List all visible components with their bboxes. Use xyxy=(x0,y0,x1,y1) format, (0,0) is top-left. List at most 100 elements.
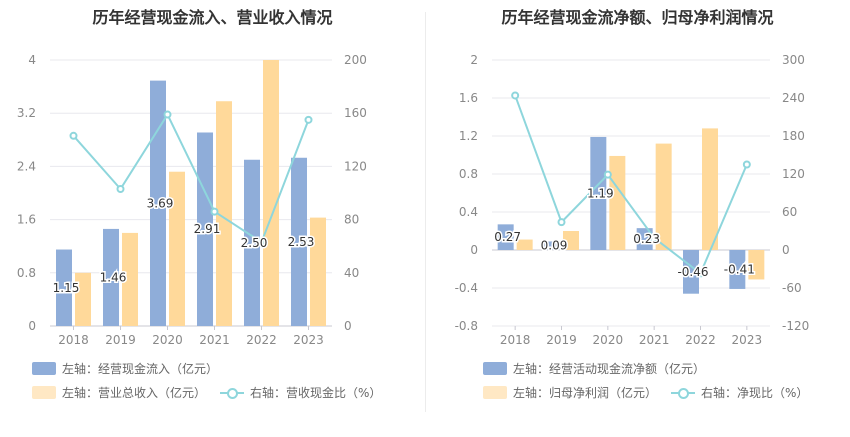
legend-label: 左轴：营业总收入（亿元） xyxy=(62,386,207,400)
x-tick-label: 2018 xyxy=(58,333,89,347)
y-tick-right: 300 xyxy=(782,53,805,67)
y-tick-left: -0.8 xyxy=(455,319,478,333)
chart-title: 历年经营现金流净额、归母净利润情况 xyxy=(501,8,774,27)
legend-item[interactable]: 左轴：归母净利润（亿元） xyxy=(483,384,657,401)
bar xyxy=(216,101,232,326)
series-line xyxy=(72,112,310,244)
bar-data-label: -0.41 xyxy=(724,262,755,276)
bar xyxy=(497,224,514,250)
bar xyxy=(75,272,91,326)
bar xyxy=(748,250,765,280)
bar xyxy=(150,80,166,327)
bar xyxy=(291,157,307,326)
bar xyxy=(544,241,560,250)
legend-item[interactable]: 左轴：经营活动现金流净额（亿元） xyxy=(483,360,705,377)
y-tick-left: -0.4 xyxy=(455,281,478,295)
y-tick-right: 240 xyxy=(782,91,805,105)
bar-data-label: -0.46 xyxy=(677,265,708,279)
x-tick-label: 2021 xyxy=(639,333,670,347)
legend-item[interactable]: 右轴：营收现金比（%） xyxy=(220,384,381,401)
y-tick-right: 160 xyxy=(344,106,367,120)
legend-row-1: 左轴：经营活动现金流净额（亿元） xyxy=(483,360,719,377)
bar-data-label: 0.23 xyxy=(633,232,660,246)
y-tick-right: -120 xyxy=(782,319,809,333)
x-tick-label: 2021 xyxy=(199,333,230,347)
y-tick-left: 3.2 xyxy=(17,106,36,120)
series-line xyxy=(514,95,748,276)
bar xyxy=(122,232,138,326)
chart-panel-left: 历年经营现金流入、营业收入情况 0 0.8 1.6 2.4 3.2 4 0 40 80 120 16… xyxy=(17,8,395,401)
bar xyxy=(683,250,699,294)
bar-data-label: 2.53 xyxy=(288,235,315,249)
legend-label: 右轴：净现比（%） xyxy=(701,386,809,400)
bar xyxy=(197,132,213,326)
x-tick-label: 2023 xyxy=(293,333,324,347)
y-tick-left: 0 xyxy=(28,319,36,333)
bar-data-label: 1.46 xyxy=(100,270,127,284)
y-tick-right: 120 xyxy=(344,159,367,173)
legend-row-2: 左轴：归母净利润（亿元） 右轴：净现比（%） xyxy=(483,384,822,401)
bar xyxy=(310,217,326,326)
y-tick-left: 0 xyxy=(470,243,478,257)
chart-title: 历年经营现金流入、营业收入情况 xyxy=(92,8,333,27)
bar xyxy=(702,128,718,250)
line-point xyxy=(210,207,219,216)
x-tick-label: 2023 xyxy=(732,333,763,347)
y-tick-right: 40 xyxy=(344,266,359,280)
bar xyxy=(655,143,672,250)
chart-panel-right: 历年经营现金流净额、归母净利润情况 -0.8 -0.4 0 0.4 0.8 1.2 1.6 2… xyxy=(425,0,850,437)
bar-data-label: 2.50 xyxy=(241,236,268,250)
x-tick-label: 2020 xyxy=(152,333,183,347)
line-point xyxy=(742,160,751,169)
x-tick-label: 2019 xyxy=(546,333,577,347)
x-tick-label: 2020 xyxy=(593,333,624,347)
legend-line-swatch xyxy=(671,386,696,399)
legend-row-2: 左轴：营业总收入（亿元） 右轴：营收现金比（%） xyxy=(32,384,395,401)
bar-data-label: 3.69 xyxy=(147,196,174,210)
y-tick-right: 80 xyxy=(344,213,359,227)
legend-label: 左轴：经营活动现金流净额（亿元） xyxy=(513,362,706,376)
bar xyxy=(169,171,185,326)
line-point xyxy=(69,131,78,140)
line-point xyxy=(696,269,705,278)
y-tick-right: -60 xyxy=(782,281,802,295)
legend-item[interactable]: 左轴：经营现金流入（亿元） xyxy=(32,360,218,377)
y-tick-left: 1.6 xyxy=(459,91,478,105)
x-tick-label: 2019 xyxy=(105,333,136,347)
x-tick-label: 2022 xyxy=(246,333,277,347)
legend-swatch xyxy=(483,362,507,375)
legend-row-1: 左轴：经营现金流入（亿元） xyxy=(32,360,232,377)
y-tick-left: 1.6 xyxy=(17,213,36,227)
bar-data-label: 0.27 xyxy=(494,230,521,244)
bar xyxy=(636,228,653,250)
x-tick-label: 2022 xyxy=(685,333,716,347)
legend-item[interactable]: 左轴：营业总收入（亿元） xyxy=(32,384,206,401)
y-tick-right: 180 xyxy=(782,129,805,143)
bar xyxy=(103,228,119,326)
bar xyxy=(244,159,260,326)
bar xyxy=(263,60,279,326)
bar-data-label: 0.09 xyxy=(541,239,568,253)
legend-swatch xyxy=(32,386,56,399)
y-tick-right: 0 xyxy=(344,319,352,333)
y-tick-left: 0.8 xyxy=(17,266,36,280)
y-tick-left: 0.8 xyxy=(459,167,478,181)
bar-data-label: 1.15 xyxy=(53,281,80,295)
y-tick-left: 2 xyxy=(470,53,478,67)
line-point xyxy=(163,110,172,119)
legend-line-swatch xyxy=(220,386,245,399)
legend-label: 右轴：营收现金比（%） xyxy=(250,386,382,400)
bar xyxy=(609,155,626,250)
y-tick-right: 60 xyxy=(782,205,797,219)
y-tick-left: 4 xyxy=(28,53,36,67)
legend-item[interactable]: 右轴：净现比（%） xyxy=(671,384,808,401)
bar xyxy=(516,239,533,250)
line-point xyxy=(557,218,566,227)
y-tick-right: 200 xyxy=(344,53,367,67)
line-point xyxy=(116,185,125,194)
legend-label: 左轴：经营现金流入（亿元） xyxy=(62,362,219,376)
y-tick-right: 120 xyxy=(782,167,805,181)
bar xyxy=(729,250,746,289)
legend-swatch xyxy=(483,386,507,399)
